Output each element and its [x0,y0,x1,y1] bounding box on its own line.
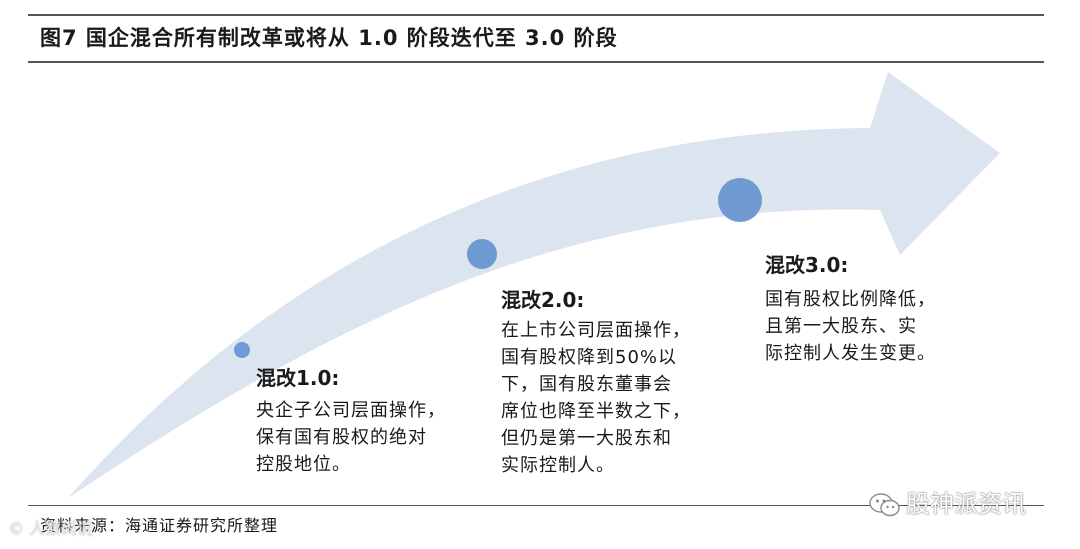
source-note: 资料来源：海通证券研究所整理 [40,516,279,535]
title-underline [28,61,1044,63]
stage-1-title: 混改1.0: [256,366,340,390]
watermark-right-text: 股神派资讯 [906,490,1026,518]
figure-title: 图7 国企混合所有制改革或将从 1.0 阶段迭代至 3.0 阶段 [40,26,618,50]
stage-1-description: 央企子公司层面操作， 保有国有股权的绝对 控股地位。 [256,397,446,478]
stage-2-title: 混改2.0: [501,288,585,312]
stage-2-line: 下，国有股东董事会 [501,374,672,395]
stage-2-line: 在上市公司层面操作， [501,320,691,341]
stage-dot-2 [467,239,497,269]
top-rule [28,14,1044,16]
stage-3-line: 国有股权比例降低， [765,289,936,310]
wechat-icon [869,493,900,517]
stage-3-description: 国有股权比例降低， 且第一大股东、实 际控制人发生变更。 [765,286,936,367]
stage-1-line: 央企子公司层面操作， [256,400,446,421]
stage-2-line: 席位也降至半数之下， [501,401,691,422]
curved-arrow [68,72,1000,498]
stage-dot-1 [234,342,250,358]
stage-2-line: 国有股权降到50%以 [501,347,678,368]
stage-2-line: 实际控制人。 [501,455,615,476]
stage-2-line: 但仍是第一大股东和 [501,428,672,449]
stage-3-line: 际控制人发生变更。 [765,343,936,364]
stage-3-title: 混改3.0: [765,253,849,277]
stage-3-line: 且第一大股东、实 [765,316,917,337]
watermark-right: 股神派资讯 [868,484,1026,519]
stage-1-line: 控股地位。 [256,454,351,475]
source-rule [28,505,1044,506]
watermark-left: © 人数码说 [8,519,94,538]
stage-1-line: 保有国有股权的绝对 [256,427,427,448]
stage-dot-3 [718,178,762,222]
stage-2-description: 在上市公司层面操作， 国有股权降到50%以 下，国有股东董事会 席位也降至半数之… [501,317,691,479]
